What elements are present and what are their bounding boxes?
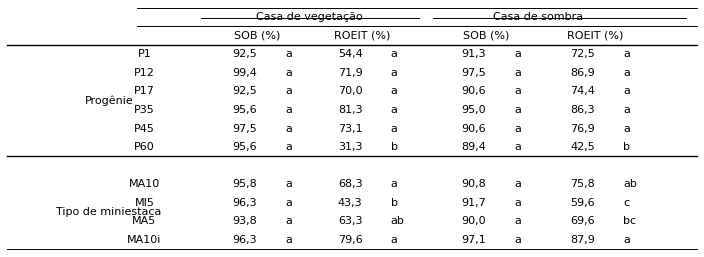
Text: a: a xyxy=(514,124,521,133)
Text: Progênie: Progênie xyxy=(84,95,134,106)
Text: SOB (%): SOB (%) xyxy=(463,31,509,41)
Text: 54,4: 54,4 xyxy=(338,49,363,59)
Text: a: a xyxy=(514,142,521,152)
Text: 63,3: 63,3 xyxy=(338,216,363,226)
Text: 87,9: 87,9 xyxy=(570,235,595,245)
Text: a: a xyxy=(623,235,630,245)
Text: 91,3: 91,3 xyxy=(461,49,486,59)
Text: ab: ab xyxy=(623,179,637,189)
Text: a: a xyxy=(285,142,292,152)
Text: Casa de vegetação: Casa de vegetação xyxy=(256,12,363,22)
Text: a: a xyxy=(514,198,521,208)
Text: 97,5: 97,5 xyxy=(232,124,257,133)
Text: 92,5: 92,5 xyxy=(232,49,257,59)
Text: 72,5: 72,5 xyxy=(570,49,595,59)
Text: a: a xyxy=(623,86,630,96)
Text: a: a xyxy=(514,68,521,78)
Text: MA5: MA5 xyxy=(132,216,156,226)
Text: 90,0: 90,0 xyxy=(461,216,486,226)
Text: 86,3: 86,3 xyxy=(570,105,595,115)
Text: a: a xyxy=(623,105,630,115)
Text: a: a xyxy=(514,216,521,226)
Text: P1: P1 xyxy=(137,49,151,59)
Text: a: a xyxy=(391,235,398,245)
Text: 95,6: 95,6 xyxy=(232,142,257,152)
Text: 31,3: 31,3 xyxy=(338,142,363,152)
Text: 81,3: 81,3 xyxy=(338,105,363,115)
Text: Casa de sombra: Casa de sombra xyxy=(494,12,584,22)
Text: 90,6: 90,6 xyxy=(461,86,486,96)
Text: a: a xyxy=(514,235,521,245)
Text: bc: bc xyxy=(623,216,636,226)
Text: a: a xyxy=(285,86,292,96)
Text: a: a xyxy=(623,49,630,59)
Text: 93,8: 93,8 xyxy=(232,216,257,226)
Text: 42,5: 42,5 xyxy=(570,142,595,152)
Text: 79,6: 79,6 xyxy=(338,235,363,245)
Text: a: a xyxy=(623,124,630,133)
Text: P60: P60 xyxy=(134,142,155,152)
Text: 75,8: 75,8 xyxy=(570,179,595,189)
Text: 76,9: 76,9 xyxy=(570,124,595,133)
Text: 95,6: 95,6 xyxy=(232,105,257,115)
Text: a: a xyxy=(514,105,521,115)
Text: 97,1: 97,1 xyxy=(461,235,486,245)
Text: c: c xyxy=(623,198,629,208)
Text: 91,7: 91,7 xyxy=(461,198,486,208)
Text: MA10: MA10 xyxy=(129,179,160,189)
Text: a: a xyxy=(623,68,630,78)
Text: a: a xyxy=(285,124,292,133)
Text: Tipo de miniestaca: Tipo de miniestaca xyxy=(56,207,162,217)
Text: P35: P35 xyxy=(134,105,155,115)
Text: 95,0: 95,0 xyxy=(461,105,486,115)
Text: a: a xyxy=(391,49,398,59)
Text: 96,3: 96,3 xyxy=(232,235,257,245)
Text: ab: ab xyxy=(391,216,405,226)
Text: P17: P17 xyxy=(134,86,155,96)
Text: a: a xyxy=(285,179,292,189)
Text: P12: P12 xyxy=(134,68,155,78)
Text: 89,4: 89,4 xyxy=(461,142,486,152)
Text: 95,8: 95,8 xyxy=(232,179,257,189)
Text: a: a xyxy=(391,124,398,133)
Text: P45: P45 xyxy=(134,124,155,133)
Text: ROEIT (%): ROEIT (%) xyxy=(567,31,623,41)
Text: MI5: MI5 xyxy=(134,198,154,208)
Text: a: a xyxy=(285,216,292,226)
Text: a: a xyxy=(285,49,292,59)
Text: 99,4: 99,4 xyxy=(232,68,257,78)
Text: 96,3: 96,3 xyxy=(232,198,257,208)
Text: MA10i: MA10i xyxy=(127,235,161,245)
Text: 43,3: 43,3 xyxy=(338,198,363,208)
Text: 71,9: 71,9 xyxy=(338,68,363,78)
Text: a: a xyxy=(285,198,292,208)
Text: a: a xyxy=(391,179,398,189)
Text: 90,6: 90,6 xyxy=(461,124,486,133)
Text: 68,3: 68,3 xyxy=(338,179,363,189)
Text: a: a xyxy=(285,105,292,115)
Text: a: a xyxy=(285,68,292,78)
Text: b: b xyxy=(623,142,630,152)
Text: b: b xyxy=(391,142,398,152)
Text: 86,9: 86,9 xyxy=(570,68,595,78)
Text: a: a xyxy=(514,86,521,96)
Text: a: a xyxy=(391,86,398,96)
Text: a: a xyxy=(514,49,521,59)
Text: 73,1: 73,1 xyxy=(338,124,363,133)
Text: 74,4: 74,4 xyxy=(570,86,595,96)
Text: 90,8: 90,8 xyxy=(461,179,486,189)
Text: SOB (%): SOB (%) xyxy=(234,31,280,41)
Text: a: a xyxy=(391,105,398,115)
Text: 97,5: 97,5 xyxy=(461,68,486,78)
Text: b: b xyxy=(391,198,398,208)
Text: ROEIT (%): ROEIT (%) xyxy=(334,31,391,41)
Text: 70,0: 70,0 xyxy=(338,86,363,96)
Text: a: a xyxy=(285,235,292,245)
Text: 59,6: 59,6 xyxy=(570,198,595,208)
Text: 69,6: 69,6 xyxy=(570,216,595,226)
Text: 92,5: 92,5 xyxy=(232,86,257,96)
Text: a: a xyxy=(391,68,398,78)
Text: a: a xyxy=(514,179,521,189)
